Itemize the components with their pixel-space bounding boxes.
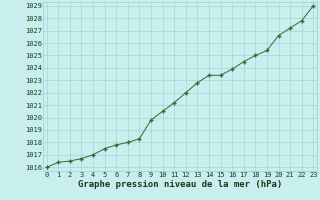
X-axis label: Graphe pression niveau de la mer (hPa): Graphe pression niveau de la mer (hPa) [78,180,282,189]
